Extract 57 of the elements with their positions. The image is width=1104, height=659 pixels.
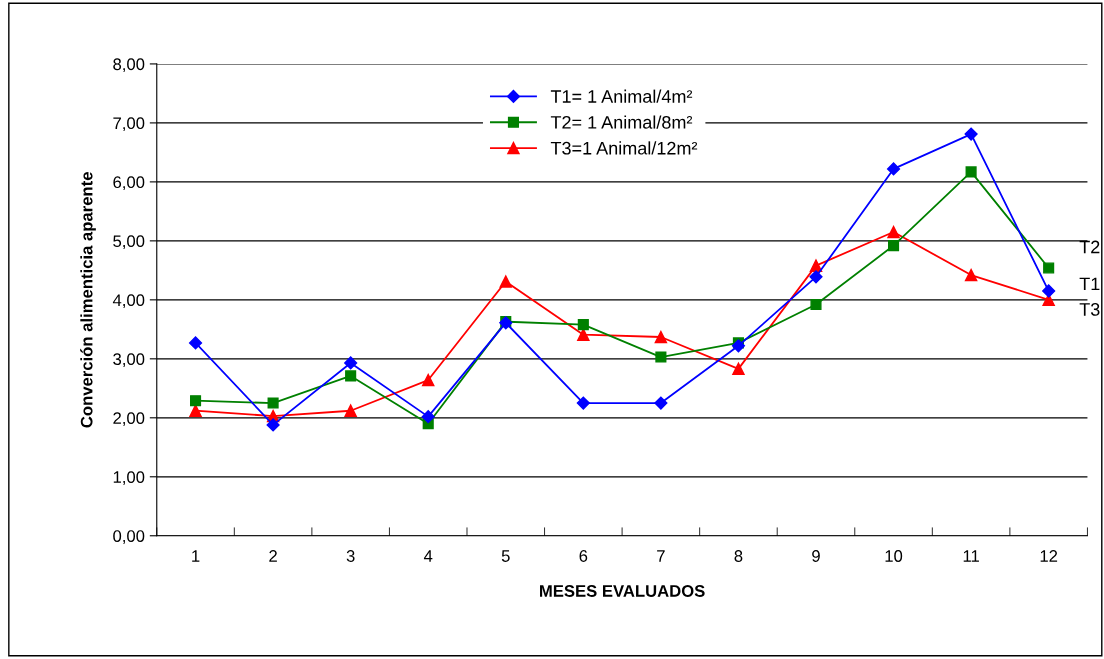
y-tick-label: 5,00 — [113, 235, 145, 250]
point — [421, 410, 435, 424]
point — [887, 225, 900, 239]
x-tick-label: 2 — [269, 550, 277, 562]
x-tick-label: 4 — [423, 550, 433, 562]
point — [886, 162, 901, 176]
point — [654, 330, 668, 344]
x-tick-label: 6 — [579, 550, 588, 562]
annotation: T1 — [1079, 277, 1100, 291]
x-tick-label: 5 — [501, 550, 510, 562]
x-tick-label: 12 — [1040, 550, 1058, 562]
x-tick-label: 8 — [734, 550, 743, 562]
x-tick-label: 3 — [346, 550, 355, 562]
x-tick-label: 7 — [657, 550, 665, 562]
point — [499, 275, 513, 288]
point — [964, 268, 978, 282]
y-tick-label: 7,00 — [113, 117, 145, 132]
point — [964, 127, 978, 141]
point — [655, 351, 667, 363]
point — [809, 270, 823, 284]
point — [345, 370, 357, 382]
x-tick-label: 11 — [963, 550, 979, 562]
point — [189, 395, 202, 407]
point — [654, 396, 668, 410]
point — [266, 418, 280, 432]
point — [965, 166, 977, 178]
point — [344, 404, 357, 417]
point — [577, 319, 589, 331]
x-axis-title: MESES EVALUADOS — [540, 585, 705, 597]
point — [732, 362, 745, 376]
point — [810, 299, 822, 311]
annotation: T3 — [1079, 303, 1100, 316]
y-tick-label: 1,00 — [113, 471, 145, 485]
annotation: T2 — [1079, 240, 1100, 254]
legend-label: T1= 1 Animal/4m² — [550, 89, 693, 103]
y-tick-label: 0,00 — [113, 530, 145, 544]
y-tick-label: 2,00 — [113, 412, 145, 426]
point — [887, 240, 900, 252]
x-tick-label: 1 — [192, 550, 200, 562]
x-tick-label: 9 — [812, 550, 820, 562]
point — [809, 259, 823, 272]
y-tick-label: 3,00 — [113, 353, 145, 367]
point — [188, 336, 203, 350]
point — [1042, 284, 1056, 298]
y-tick-label: 4,00 — [112, 294, 145, 309]
point — [344, 356, 358, 370]
legend-label: T2= 1 Animal/8m² — [550, 115, 693, 129]
point — [576, 396, 590, 410]
y-axis-title: Converción alimenticia aparente — [80, 172, 96, 428]
y-tick-label: 8,00 — [113, 58, 145, 73]
legend-label: T3=1 Animal/12m² — [550, 141, 698, 155]
point — [421, 373, 435, 387]
x-tick-label: 10 — [885, 550, 903, 562]
y-tick-label: 6,00 — [113, 176, 145, 191]
point — [731, 339, 746, 353]
point — [267, 397, 279, 409]
point — [1043, 262, 1055, 274]
